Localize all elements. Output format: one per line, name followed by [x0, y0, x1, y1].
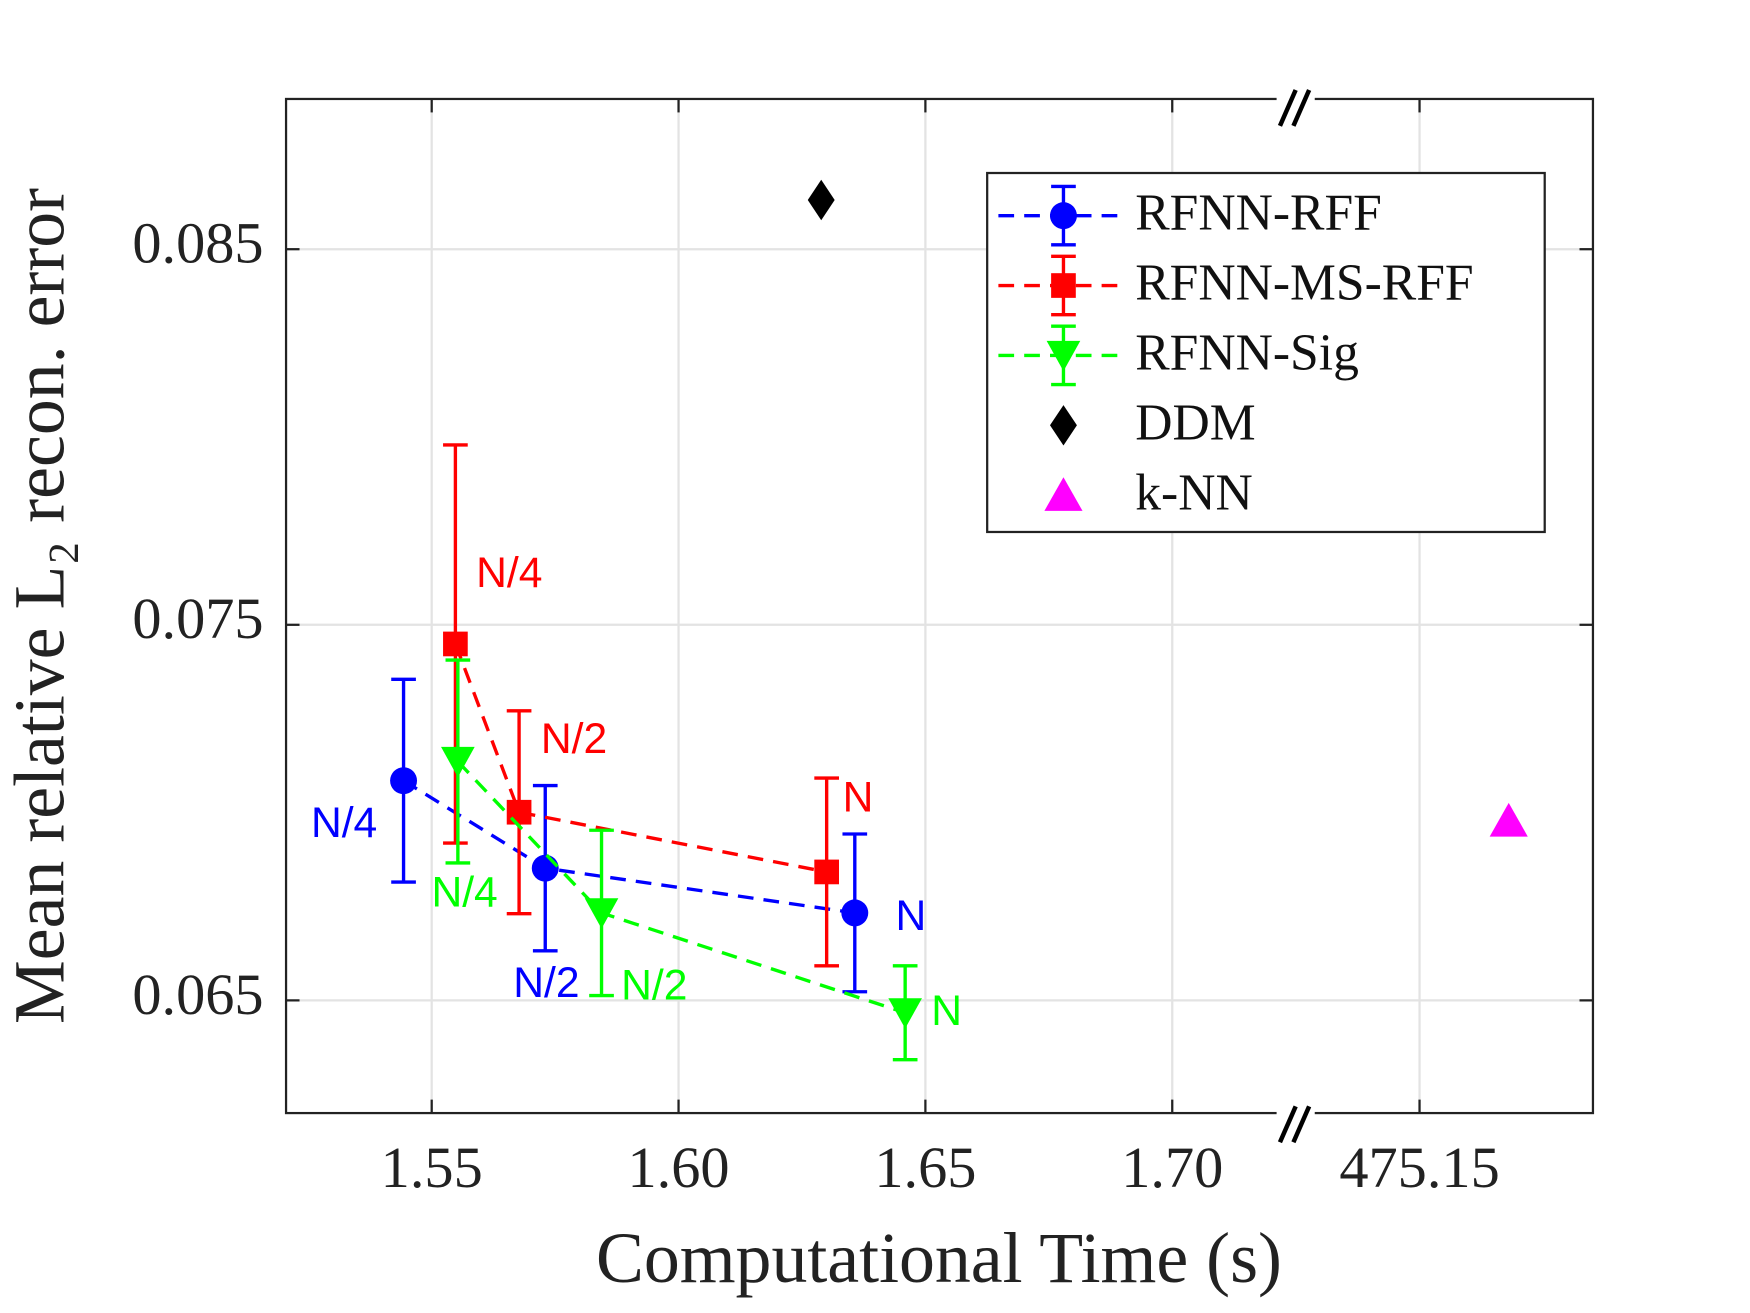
legend-label: RFNN-MS-RFF	[1135, 255, 1473, 312]
x-tick-label: 1.70	[1121, 1135, 1223, 1200]
point-label: N/2	[513, 959, 579, 1007]
break-mark	[1291, 1105, 1312, 1144]
marker	[390, 767, 418, 795]
content: 1.55 1.60 1.65 1.70 475.15 0.065 0.075 0.085 N/4…	[132, 98, 1593, 1200]
marker	[1489, 802, 1528, 837]
marker	[443, 631, 468, 657]
axes-box	[284, 97, 1595, 1115]
y-axis-label: Mean relative L₂ recon. error	[0, 188, 80, 1024]
legend: RFNN-RFF RFNN-MS-RFF RFNN-Sig DDM k-NN	[986, 171, 1546, 534]
x-tick-label: 475.15	[1339, 1135, 1499, 1200]
marker	[531, 854, 559, 882]
break-mark	[1291, 89, 1312, 127]
break-mark	[1277, 1105, 1298, 1144]
legend-marker	[1044, 477, 1083, 511]
axis-break-top	[1276, 87, 1315, 127]
point-label: N/2	[621, 961, 687, 1009]
x-tick-label: 1.60	[628, 1135, 730, 1200]
point-label: N/2	[541, 715, 607, 763]
legend-marker	[1050, 202, 1077, 230]
marker	[888, 998, 922, 1029]
legend-marker	[1051, 273, 1076, 298]
x-tick-label: 1.55	[381, 1135, 483, 1200]
legend-box	[986, 171, 1546, 534]
point-label: N	[843, 773, 874, 821]
legend-label: RFNN-Sig	[1135, 324, 1359, 381]
axis-break-bottom	[1276, 1101, 1315, 1144]
y-tick-label: 0.085	[132, 211, 263, 276]
legend-label: RFNN-RFF	[1135, 185, 1382, 242]
x-tick-label: 1.65	[874, 1135, 976, 1200]
y-tick-label: 0.075	[132, 586, 263, 651]
point-label: N/4	[476, 549, 542, 597]
point-label: N/4	[311, 799, 377, 847]
legend-marker	[1046, 340, 1081, 372]
marker	[841, 899, 869, 927]
break-mark	[1277, 89, 1298, 127]
series-line	[453, 643, 827, 874]
marker	[584, 898, 619, 929]
x-axis-label: Computational Time (s)	[596, 1218, 1282, 1298]
point-label: N	[895, 892, 926, 940]
legend-label: DDM	[1135, 394, 1255, 451]
marker	[506, 799, 532, 825]
y-tick-label: 0.065	[132, 962, 263, 1027]
legend-label: k-NN	[1135, 464, 1253, 521]
marker	[441, 746, 475, 778]
break-mask	[1276, 87, 1315, 111]
point-label: N	[931, 987, 962, 1035]
point-label: N/4	[431, 868, 497, 916]
break-mask	[1276, 1101, 1315, 1125]
marker	[807, 179, 835, 221]
marker	[814, 859, 839, 885]
